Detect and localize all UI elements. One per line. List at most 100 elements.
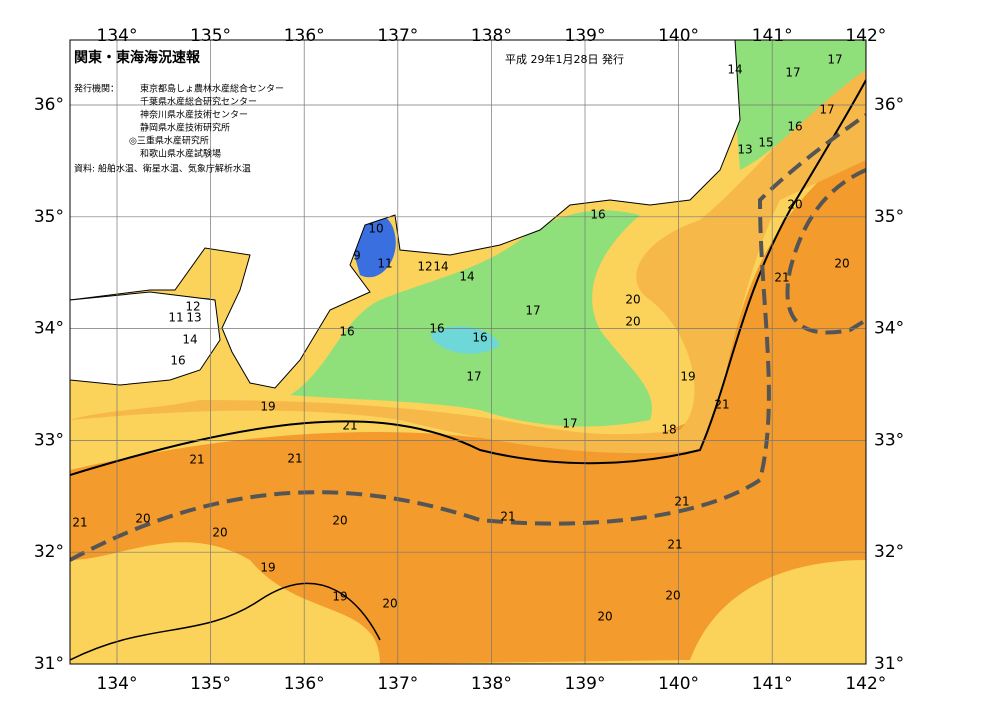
contour-label: 20 [597, 610, 612, 624]
lat-label: 31° [34, 654, 64, 674]
issuer: ◎三重県水産研究所 [129, 135, 209, 147]
axes: 134° 134° 135° 135° 136° 136° 137° 137° 138° 138°… [34, 26, 904, 694]
issue-date: 平成 29年1月28日 発行 [505, 52, 624, 66]
lon-label: 141° [752, 26, 793, 46]
lat-label: 31° [874, 654, 904, 674]
source: 資料: 船舶水温、衛星水温、気象庁解析水温 [74, 163, 251, 175]
issuers: 東京都島しょ農林水産総合センター千葉県水産総合研究センター神奈川県水産技術センタ… [129, 83, 284, 160]
lon-label: 138° [471, 26, 512, 46]
contour-label: 16 [590, 208, 605, 222]
title: 関東・東海海況速報 [74, 49, 201, 66]
lat-label: 34° [34, 319, 64, 339]
lat-label: 33° [874, 430, 904, 450]
kuroshio-axis [785, 168, 866, 335]
contour-label: 16 [170, 354, 185, 368]
lat-label: 35° [34, 207, 64, 227]
contour-label: 17 [785, 66, 800, 80]
contour-label: 19 [260, 561, 275, 575]
contour-label: 21 [287, 452, 302, 466]
contour-label: 20 [787, 198, 802, 212]
contour-label: 18 [661, 423, 676, 437]
lat-label: 36° [34, 95, 64, 115]
contour-label: 13 [737, 143, 752, 157]
lon-label: 134° [97, 674, 138, 694]
issuer: 東京都島しょ農林水産総合センター [140, 83, 284, 95]
lat-label: 34° [874, 319, 904, 339]
contour-label: 11 [168, 311, 183, 325]
land [70, 291, 221, 386]
issuer: 神奈川県水産技術センター [140, 109, 248, 121]
contour [70, 582, 381, 661]
contour-label: 14 [433, 260, 448, 274]
lon-label: 142° [845, 674, 886, 694]
lon-label: 139° [565, 674, 606, 694]
contour-label: 16 [339, 325, 354, 339]
issuer: 千葉県水産総合研究センター [140, 96, 257, 108]
lon-label: 142° [845, 26, 886, 46]
kuroshio-axis [70, 113, 866, 562]
contour-label: 12 [185, 300, 200, 314]
lat-label: 32° [874, 542, 904, 562]
lon-label: 140° [658, 674, 699, 694]
map-frame [69, 39, 867, 665]
contour-label: 21 [674, 495, 689, 509]
coastal-water [290, 210, 652, 427]
transition-water [70, 60, 866, 454]
contour-label: 16 [429, 322, 444, 336]
contour-label: 10 [368, 222, 383, 236]
lat-label: 36° [874, 95, 904, 115]
contour-label: 20 [834, 257, 849, 271]
lon-label: 137° [377, 674, 418, 694]
lon-label: 140° [658, 26, 699, 46]
contour-label: 14 [727, 63, 742, 77]
cold-water [430, 326, 500, 354]
contour-label: 21 [72, 516, 87, 530]
contour-label: 17 [819, 103, 834, 117]
contour-label: 17 [525, 304, 540, 318]
lon-label: 139° [565, 26, 606, 46]
contour-label: 20 [625, 293, 640, 307]
contour-label: 9 [353, 249, 361, 263]
issuer: 和歌山県水産試験場 [140, 148, 221, 160]
contour-label: 16 [472, 331, 487, 345]
contour-label: 20 [332, 514, 347, 528]
contour-label: 14 [459, 270, 474, 284]
contour-label: 21 [774, 271, 789, 285]
lat-label: 32° [34, 542, 64, 562]
contour-label: 19 [680, 370, 695, 384]
contour-label: 21 [342, 419, 357, 433]
contour-label: 17 [827, 53, 842, 67]
contour-label: 20 [135, 512, 150, 526]
lon-label: 134° [97, 26, 138, 46]
contour-label: 20 [212, 526, 227, 540]
issuer: 静岡県水産技術研究所 [140, 122, 230, 134]
lon-label: 137° [377, 26, 418, 46]
contour-label: 17 [466, 370, 481, 384]
contour-label: 15 [758, 136, 773, 150]
lon-label: 136° [284, 674, 325, 694]
land [70, 40, 741, 389]
contour-label: 20 [625, 315, 640, 329]
lon-label: 135° [190, 26, 231, 46]
contour-label: 21 [500, 510, 515, 524]
contour-label: 19 [332, 590, 347, 604]
warm-water [70, 140, 866, 664]
contour-label: 17 [562, 417, 577, 431]
map-area [70, 40, 866, 664]
lat-label: 33° [34, 430, 64, 450]
contour-label: 21 [189, 453, 204, 467]
contour-label: 21 [667, 538, 682, 552]
contour-label: 20 [665, 589, 680, 603]
lon-label: 135° [190, 674, 231, 694]
front-line [70, 79, 866, 476]
contour-label: 20 [382, 597, 397, 611]
lon-label: 138° [471, 674, 512, 694]
contour-label: 21 [714, 398, 729, 412]
issuers-label: 発行機関： [74, 83, 119, 95]
lon-label: 136° [284, 26, 325, 46]
contour-label: 11 [377, 257, 392, 271]
lat-label: 35° [874, 207, 904, 227]
contour-label: 16 [787, 120, 802, 134]
